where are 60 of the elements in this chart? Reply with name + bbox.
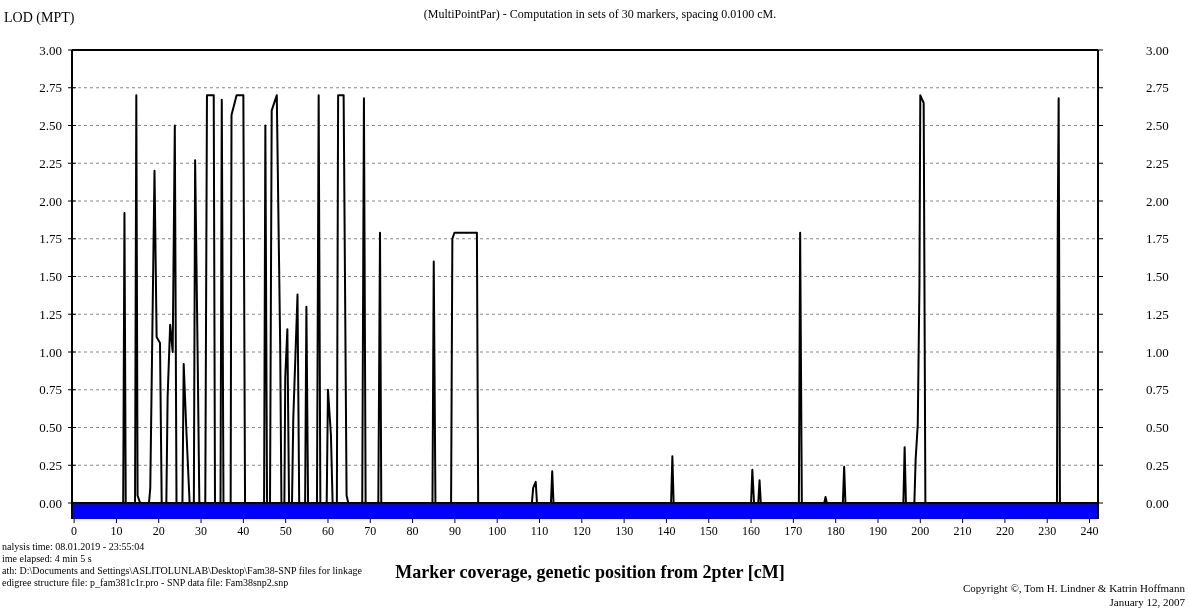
text: January 12, 2007 — [1109, 596, 1186, 608]
x-tick-label: 170 — [784, 524, 803, 538]
text: Copyright ©, Tom H. Lindner & Katrin Hoffmann — [963, 582, 1186, 594]
y2-tick-label: 3.00 — [1146, 42, 1169, 58]
x-tick-label: 140 — [657, 524, 676, 538]
x-tick-label: 100 — [488, 524, 507, 538]
y-tick-label: 3.00 — [39, 42, 62, 58]
y2-tick-label: 1.75 — [1146, 231, 1169, 247]
y2-tick-label: 2.25 — [1146, 155, 1169, 171]
y2-tick-label: 0.50 — [1146, 420, 1169, 436]
y2-tick-label: 0.00 — [1146, 495, 1169, 511]
y-axis-title: LOD (MPT) — [4, 10, 75, 26]
x-tick-label: 40 — [237, 524, 250, 538]
x-tick-label: 150 — [699, 524, 718, 538]
x-tick-label: 200 — [911, 524, 930, 538]
x-tick-label: 120 — [572, 524, 591, 538]
x-tick-label: 210 — [953, 524, 972, 538]
x-tick-label: 20 — [152, 524, 165, 538]
x-tick-label: 160 — [742, 524, 761, 538]
y2-tick-label: 2.50 — [1146, 118, 1169, 134]
x-tick-label: 180 — [826, 524, 845, 538]
y-tick-label: 0.75 — [39, 382, 62, 398]
y2-tick-label: 2.00 — [1146, 193, 1169, 209]
text: edigree structure file: p_fam381c1r.pro - SNP data file: Fam38snp2.snp — [2, 577, 289, 588]
y-tick-label: 1.75 — [39, 231, 62, 247]
x-tick-label: 0 — [71, 524, 78, 538]
text: ime elapsed: 4 min 5 s — [2, 553, 92, 564]
x-tick-label: 30 — [195, 524, 208, 538]
x-tick-label: 10 — [110, 524, 123, 538]
x-tick-label: 230 — [1038, 524, 1057, 538]
y2-tick-label: 0.25 — [1146, 457, 1169, 473]
x-axis-title: Marker coverage, genetic position from 2pter [cM] — [395, 562, 785, 582]
chart-title: (MultiPointPar) - Computation in sets of 30 markers, spacing 0.0100 cM. — [423, 7, 777, 21]
x-tick-label: 130 — [615, 524, 634, 538]
y-tick-label: 1.50 — [39, 269, 62, 285]
x-tick-label: 90 — [448, 524, 461, 538]
y2-tick-label: 1.00 — [1146, 344, 1169, 360]
y-tick-label: 0.50 — [39, 420, 62, 436]
y-tick-label: 2.75 — [39, 80, 62, 96]
y-tick-label: 2.25 — [39, 155, 62, 171]
y2-tick-label: 1.25 — [1146, 306, 1169, 322]
y2-tick-label: 1.50 — [1146, 269, 1169, 285]
y-tick-label: 1.25 — [39, 306, 62, 322]
y2-tick-label: 0.75 — [1146, 382, 1169, 398]
text: nalysis time: 08.01.2019 - 23:55:04 — [2, 541, 145, 552]
x-tick-label: 190 — [868, 524, 887, 538]
y-tick-label: 2.00 — [39, 193, 62, 209]
x-tick-label: 50 — [279, 524, 292, 538]
y2-tick-label: 2.75 — [1146, 80, 1169, 96]
y-tick-label: 0.25 — [39, 457, 62, 473]
y-tick-label: 0.00 — [39, 495, 62, 511]
x-tick-label: 110 — [530, 524, 549, 538]
x-tick-label: 80 — [406, 524, 419, 538]
x-tick-label: 220 — [995, 524, 1014, 538]
x-tick-label: 60 — [321, 524, 334, 538]
x-tick-label: 240 — [1080, 524, 1099, 538]
x-tick-label: 70 — [364, 524, 377, 538]
y-tick-label: 1.00 — [39, 344, 62, 360]
text: ath: D:\Documents and Settings\ASLITOLUNLAB\Desktop\Fam38-SNP files for linkage — [2, 565, 363, 576]
y-tick-label: 2.50 — [39, 118, 62, 134]
